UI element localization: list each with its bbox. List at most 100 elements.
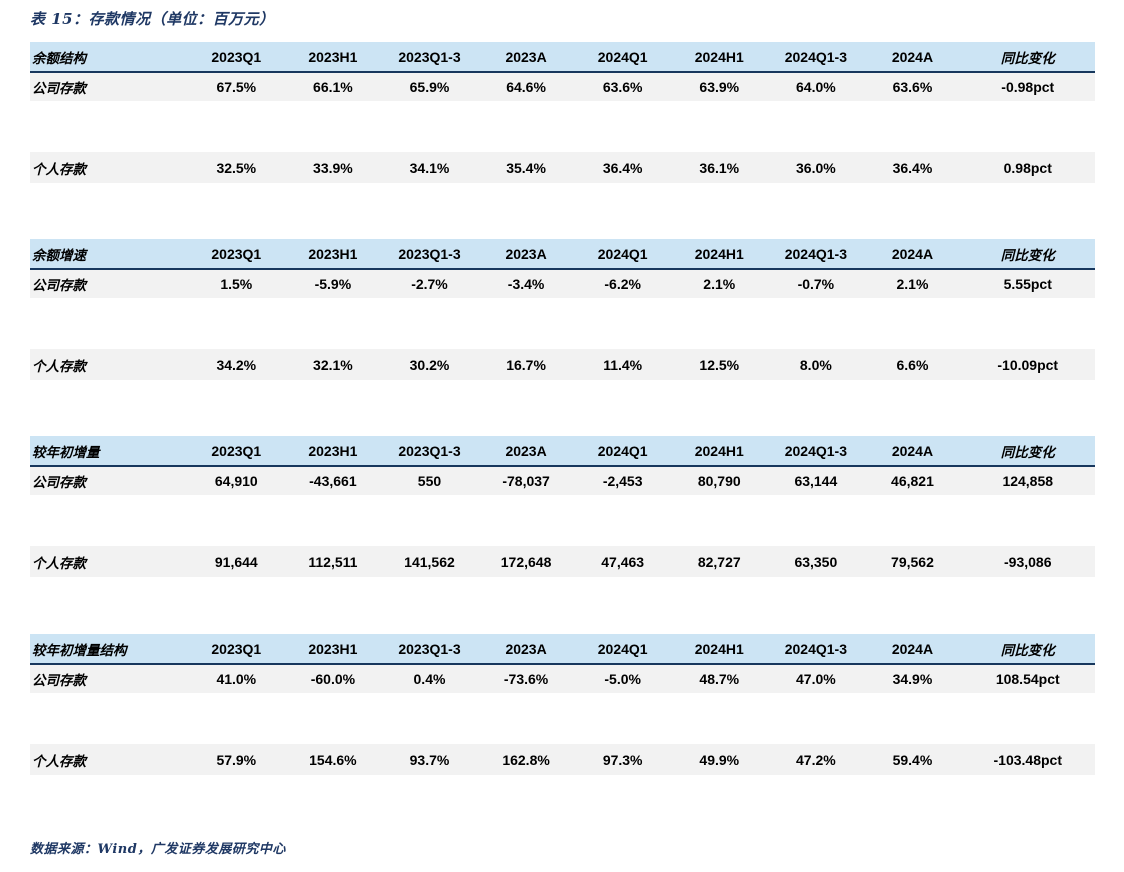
- data-source: 数据来源：Wind，广发证券发展研究中心: [30, 842, 286, 857]
- section-title: 余额结构: [32, 50, 86, 67]
- table-row: 公司存款 67.5% 66.1% 65.9% 64.6% 63.6% 63.9%…: [30, 73, 1095, 101]
- cell-value: 2.1%: [703, 276, 736, 292]
- row-label: 个人存款: [32, 358, 86, 375]
- row-label: 公司存款: [32, 673, 86, 689]
- row-label: 个人存款: [32, 555, 86, 572]
- table-row: 个人存款 34.2% 32.1% 30.2% 16.7% 11.4% 12.5%…: [30, 349, 1095, 380]
- table-section-ytd-increase-structure: 较年初增量结构 2023Q1 2023H1 2023Q1-3 2023A 202…: [30, 634, 1095, 775]
- cell-value: 36.0%: [796, 159, 836, 176]
- col-header-yoy: 同比变化: [1000, 50, 1055, 67]
- section-header-row: 较年初增量 2023Q1 2023H1 2023Q1-3 2023A 2024Q…: [30, 436, 1095, 467]
- cell-value: 63.9%: [699, 79, 740, 95]
- table-row: 公司存款 41.0% -60.0% 0.4% -73.6% -5.0% 48.7…: [30, 665, 1095, 693]
- cell-value: -6.2%: [604, 276, 641, 292]
- table-row: 个人存款 32.5% 33.9% 34.1% 35.4% 36.4% 36.1%…: [30, 152, 1095, 183]
- cell-value: 47,463: [601, 553, 645, 570]
- col-header: 2024H1: [694, 48, 744, 65]
- cell-value: 63.6%: [602, 79, 643, 95]
- row-gap: [30, 693, 1095, 744]
- col-header: 2024H1: [694, 640, 744, 657]
- cell-value: 66.1%: [313, 79, 353, 95]
- col-header: 2023H1: [308, 48, 358, 65]
- col-header: 2024A: [891, 245, 934, 262]
- table-row: 个人存款 91,644 112,511 141,562 172,648 47,4…: [30, 546, 1095, 577]
- col-header: 2023Q1-3: [398, 442, 461, 459]
- cell-value: 8.0%: [799, 356, 832, 373]
- row-gap: [30, 495, 1095, 546]
- cell-value: -0.98pct: [1001, 79, 1055, 95]
- table-section-balance-growth: 余额增速 2023Q1 2023H1 2023Q1-3 2023A 2024Q1…: [30, 239, 1095, 380]
- row-label: 公司存款: [32, 475, 86, 491]
- cell-value: 124,858: [1002, 473, 1054, 489]
- cell-value: 162.8%: [502, 751, 550, 768]
- col-header: 2023Q1: [211, 245, 262, 262]
- section-header-row: 余额增速 2023Q1 2023H1 2023Q1-3 2023A 2024Q1…: [30, 239, 1095, 270]
- cell-value: 32.1%: [313, 356, 353, 373]
- col-header: 2024A: [891, 640, 934, 657]
- cell-value: 36.1%: [699, 159, 740, 176]
- col-header: 2023A: [505, 48, 547, 65]
- cell-value: 63,144: [794, 473, 838, 489]
- col-header: 2024H1: [694, 442, 744, 459]
- cell-value: -73.6%: [503, 671, 549, 687]
- table-row: 个人存款 57.9% 154.6% 93.7% 162.8% 97.3% 49.…: [30, 744, 1095, 775]
- cell-value: 34.2%: [216, 356, 257, 373]
- col-header: 2024Q1: [597, 48, 648, 65]
- col-header: 2024Q1-3: [784, 48, 847, 65]
- cell-value: 11.4%: [603, 356, 643, 373]
- row-label: 公司存款: [32, 278, 86, 294]
- cell-value: -93,086: [1004, 553, 1052, 570]
- cell-value: 80,790: [697, 473, 741, 489]
- col-header: 2024Q1-3: [784, 442, 847, 459]
- cell-value: 2.1%: [896, 276, 929, 292]
- cell-value: 550: [417, 473, 442, 489]
- cell-value: 79,562: [891, 553, 934, 570]
- cell-value: -103.48pct: [993, 751, 1062, 768]
- cell-value: 36.4%: [602, 159, 643, 176]
- cell-value: 32.5%: [216, 159, 257, 176]
- col-header: 2023A: [505, 640, 547, 657]
- cell-value: 65.9%: [409, 79, 450, 95]
- cell-value: 34.1%: [409, 159, 450, 176]
- cell-value: -60.0%: [310, 671, 356, 687]
- cell-value: 63.6%: [892, 79, 933, 95]
- cell-value: 91,644: [214, 553, 258, 570]
- cell-value: 64,910: [214, 473, 258, 489]
- cell-value: -2.7%: [411, 276, 448, 292]
- table-row: 公司存款 64,910 -43,661 550 -78,037 -2,453 8…: [30, 467, 1095, 495]
- cell-value: 57.9%: [216, 751, 257, 768]
- col-header: 2023Q1: [211, 640, 262, 657]
- cell-value: 64.0%: [796, 79, 836, 95]
- section-title: 余额增速: [32, 247, 86, 264]
- col-header: 2024Q1: [597, 442, 648, 459]
- cell-value: 82,727: [697, 553, 741, 570]
- cell-value: 172,648: [500, 553, 552, 570]
- col-header: 2023Q1: [211, 442, 262, 459]
- cell-value: 112,511: [308, 553, 358, 570]
- cell-value: 35.4%: [506, 159, 546, 176]
- col-header: 2024Q1: [597, 245, 648, 262]
- cell-value: -43,661: [309, 473, 357, 489]
- cell-value: 12.5%: [699, 356, 740, 373]
- col-header: 2023Q1-3: [398, 245, 461, 262]
- col-header-yoy: 同比变化: [1000, 444, 1055, 461]
- cell-value: 93.7%: [409, 751, 450, 768]
- col-header: 2024Q1: [597, 640, 648, 657]
- cell-value: -0.7%: [797, 276, 835, 292]
- col-header: 2023A: [505, 442, 547, 459]
- col-header-yoy: 同比变化: [1000, 247, 1055, 264]
- col-header: 2023Q1-3: [398, 640, 461, 657]
- cell-value: 97.3%: [602, 751, 643, 768]
- col-header: 2024Q1-3: [784, 245, 847, 262]
- cell-value: 108.54pct: [995, 671, 1060, 687]
- cell-value: 30.2%: [409, 356, 450, 373]
- cell-value: 6.6%: [896, 356, 929, 373]
- section-title: 较年初增量: [32, 444, 100, 461]
- col-header-yoy: 同比变化: [1000, 642, 1055, 659]
- cell-value: 0.98pct: [1003, 159, 1052, 176]
- cell-value: 141,562: [404, 553, 455, 570]
- row-gap: [30, 101, 1095, 152]
- col-header: 2024A: [891, 48, 934, 65]
- cell-value: 33.9%: [313, 159, 353, 176]
- section-header-row: 余额结构 2023Q1 2023H1 2023Q1-3 2023A 2024Q1…: [30, 42, 1095, 73]
